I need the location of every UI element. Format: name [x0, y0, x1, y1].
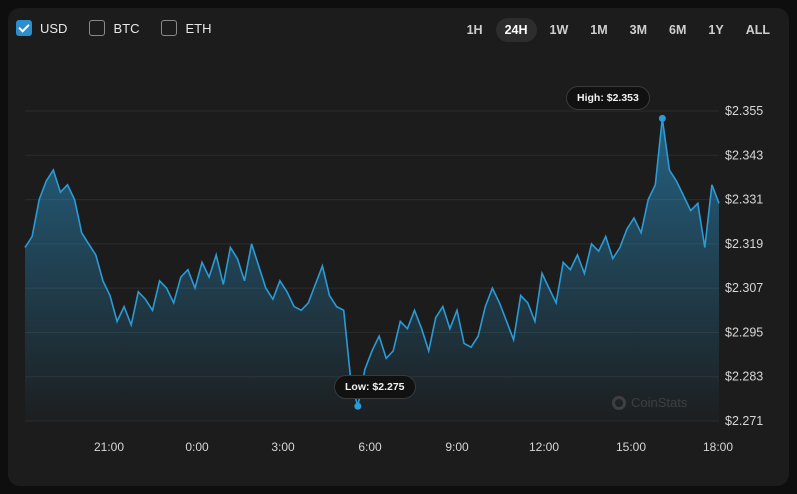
range-6m-button[interactable]: 6M — [669, 23, 687, 37]
range-1y-button[interactable]: 1Y — [708, 23, 724, 37]
checkbox-eth[interactable] — [161, 20, 178, 36]
legend-btc-label: BTC — [113, 20, 140, 36]
y-tick-label: $2.355 — [725, 104, 763, 118]
legend-eth[interactable]: ETH — [161, 20, 211, 36]
x-tick-label: 9:00 — [445, 440, 469, 454]
high-point-marker — [658, 114, 666, 122]
time-range-selector: 1H 24H 1W 1M 3M 6M 1Y ALL — [458, 18, 779, 42]
x-tick-label: 15:00 — [616, 440, 646, 454]
legend-usd[interactable]: USD — [16, 20, 67, 36]
legend-btc[interactable]: BTC — [89, 20, 139, 36]
y-axis: $2.355 $2.343 $2.331 $2.319 $2.307 $2.295 $2.2… — [725, 104, 763, 428]
x-axis: 21:00 0:00 3:00 6:00 9:00 12:00 15:00 18:00 — [94, 440, 733, 454]
x-tick-label: 21:00 — [94, 440, 124, 454]
low-point-marker — [354, 402, 362, 410]
x-tick-label: 3:00 — [271, 440, 295, 454]
range-1m-button[interactable]: 1M — [590, 23, 608, 37]
y-tick-label: $2.331 — [725, 193, 763, 207]
x-tick-label: 6:00 — [358, 440, 382, 454]
high-price-tooltip: High: $2.353 — [566, 86, 650, 110]
y-tick-label: $2.343 — [725, 148, 763, 162]
range-1w-button[interactable]: 1W — [549, 23, 569, 37]
range-24h-button[interactable]: 24H — [495, 18, 537, 42]
low-price-tooltip: Low: $2.275 — [334, 375, 416, 399]
y-tick-label: $2.271 — [725, 414, 763, 428]
watermark-text: CoinStats — [631, 395, 688, 410]
x-tick-label: 12:00 — [529, 440, 559, 454]
coinstats-watermark: CoinStats — [612, 395, 687, 410]
x-tick-label: 0:00 — [185, 440, 209, 454]
chart-markers — [354, 114, 666, 410]
y-tick-label: $2.319 — [725, 237, 763, 251]
currency-legend: USD BTC ETH — [16, 20, 211, 36]
range-3m-button[interactable]: 3M — [629, 23, 648, 37]
x-tick-label: 18:00 — [703, 440, 733, 454]
checkbox-btc[interactable] — [89, 20, 106, 36]
range-1h-button[interactable]: 1H — [466, 23, 483, 37]
price-area-fill — [25, 118, 719, 422]
checkbox-usd[interactable] — [16, 20, 32, 36]
y-tick-label: $2.307 — [725, 281, 763, 295]
price-line — [24, 118, 720, 407]
y-tick-label: $2.283 — [725, 370, 763, 384]
range-all-button[interactable]: ALL — [745, 23, 770, 37]
legend-eth-label: ETH — [185, 20, 212, 36]
coinstats-logo-icon — [612, 395, 626, 410]
y-tick-label: $2.295 — [725, 325, 763, 339]
legend-usd-label: USD — [40, 20, 68, 36]
